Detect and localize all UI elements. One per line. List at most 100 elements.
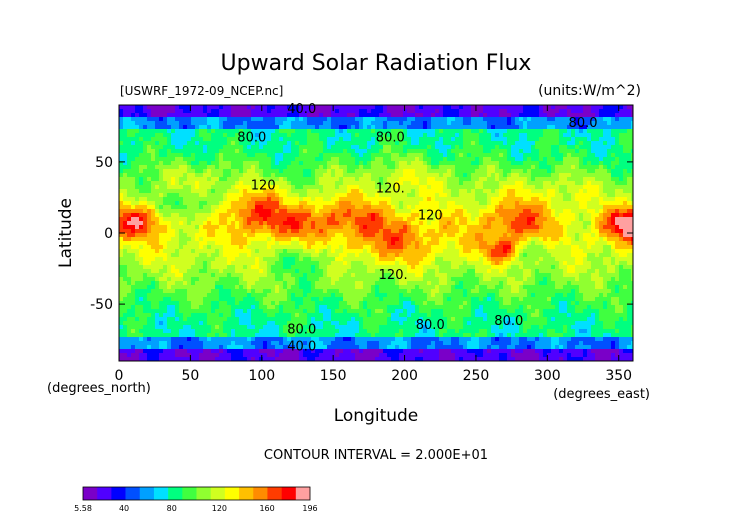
heatmap-cell: [387, 125, 392, 130]
heatmap-cell: [367, 197, 372, 202]
heatmap-cell: [567, 105, 572, 110]
heatmap-cell: [155, 181, 160, 186]
heatmap-cell: [463, 173, 468, 178]
heatmap-cell: [251, 193, 256, 198]
heatmap-cell: [607, 185, 612, 190]
heatmap-cell: [247, 141, 252, 146]
heatmap-cell: [379, 209, 384, 214]
heatmap-cell: [539, 149, 544, 154]
heatmap-cell: [223, 129, 228, 134]
heatmap-cell: [559, 149, 564, 154]
heatmap-cell: [171, 225, 176, 230]
heatmap-cell: [395, 165, 400, 170]
heatmap-cell: [371, 105, 376, 110]
heatmap-cell: [279, 145, 284, 150]
heatmap-cell: [359, 117, 364, 122]
heatmap-cell: [555, 129, 560, 134]
heatmap-cell: [415, 141, 420, 146]
heatmap-cell: [475, 121, 480, 126]
heatmap-cell: [299, 125, 304, 130]
heatmap-cell: [455, 229, 460, 234]
heatmap-cell: [483, 177, 488, 182]
heatmap-cell: [627, 133, 632, 138]
heatmap-cell: [391, 105, 396, 110]
heatmap-cell: [559, 145, 564, 150]
heatmap-cell: [407, 229, 412, 234]
heatmap-cell: [387, 113, 392, 118]
heatmap-cell: [387, 161, 392, 166]
heatmap-cell: [251, 249, 256, 254]
heatmap-cell: [523, 137, 528, 142]
heatmap-cell: [315, 149, 320, 154]
heatmap-cell: [455, 225, 460, 230]
heatmap-cell: [567, 177, 572, 182]
heatmap-cell: [315, 185, 320, 190]
heatmap-cell: [575, 161, 580, 166]
heatmap-cell: [379, 233, 384, 238]
heatmap-cell: [175, 253, 180, 258]
heatmap-cell: [155, 253, 160, 258]
heatmap-cell: [283, 229, 288, 234]
heatmap-cell: [175, 133, 180, 138]
heatmap-cell: [299, 221, 304, 226]
heatmap-cell: [619, 185, 624, 190]
heatmap-cell: [431, 125, 436, 130]
heatmap-cell: [483, 133, 488, 138]
heatmap-cell: [387, 257, 392, 262]
heatmap-cell: [247, 161, 252, 166]
heatmap-cell: [627, 157, 632, 162]
heatmap-cell: [579, 153, 584, 158]
heatmap-cell: [591, 197, 596, 202]
heatmap-cell: [323, 141, 328, 146]
heatmap-cell: [203, 109, 208, 114]
heatmap-cell: [159, 217, 164, 222]
heatmap-cell: [443, 165, 448, 170]
heatmap-cell: [255, 133, 260, 138]
heatmap-cell: [423, 169, 428, 174]
heatmap-cell: [303, 213, 308, 218]
heatmap-cell: [395, 113, 400, 118]
heatmap-cell: [259, 181, 264, 186]
heatmap-cell: [567, 185, 572, 190]
heatmap-cell: [243, 257, 248, 262]
heatmap-cell: [559, 169, 564, 174]
heatmap-cell: [331, 121, 336, 126]
heatmap-cell: [383, 237, 388, 242]
heatmap-cell: [439, 177, 444, 182]
heatmap-cell: [627, 137, 632, 142]
heatmap-cell: [247, 105, 252, 110]
heatmap-cell: [307, 253, 312, 258]
heatmap-cell: [415, 225, 420, 230]
heatmap-cell: [483, 229, 488, 234]
heatmap-cell: [539, 201, 544, 206]
heatmap-cell: [255, 217, 260, 222]
heatmap-cell: [283, 117, 288, 122]
heatmap-cell: [283, 237, 288, 242]
heatmap-cell: [155, 113, 160, 118]
heatmap-cell: [347, 225, 352, 230]
heatmap-cell: [211, 125, 216, 130]
heatmap-cell: [399, 177, 404, 182]
heatmap-cell: [339, 137, 344, 142]
heatmap-cell: [187, 253, 192, 258]
heatmap-cell: [307, 157, 312, 162]
heatmap-cell: [183, 153, 188, 158]
heatmap-cell: [335, 181, 340, 186]
heatmap-cell: [283, 209, 288, 214]
heatmap-cell: [391, 209, 396, 214]
heatmap-cell: [139, 213, 144, 218]
heatmap-cell: [603, 141, 608, 146]
heatmap-cell: [443, 141, 448, 146]
heatmap-cell: [371, 177, 376, 182]
heatmap-cell: [563, 169, 568, 174]
heatmap-cell: [467, 229, 472, 234]
heatmap-cell: [459, 125, 464, 130]
heatmap-cell: [299, 253, 304, 258]
heatmap-cell: [211, 169, 216, 174]
heatmap-cell: [615, 209, 620, 214]
heatmap-cell: [159, 133, 164, 138]
heatmap-cell: [539, 209, 544, 214]
heatmap-cell: [455, 141, 460, 146]
heatmap-cell: [407, 141, 412, 146]
heatmap-cell: [615, 225, 620, 230]
